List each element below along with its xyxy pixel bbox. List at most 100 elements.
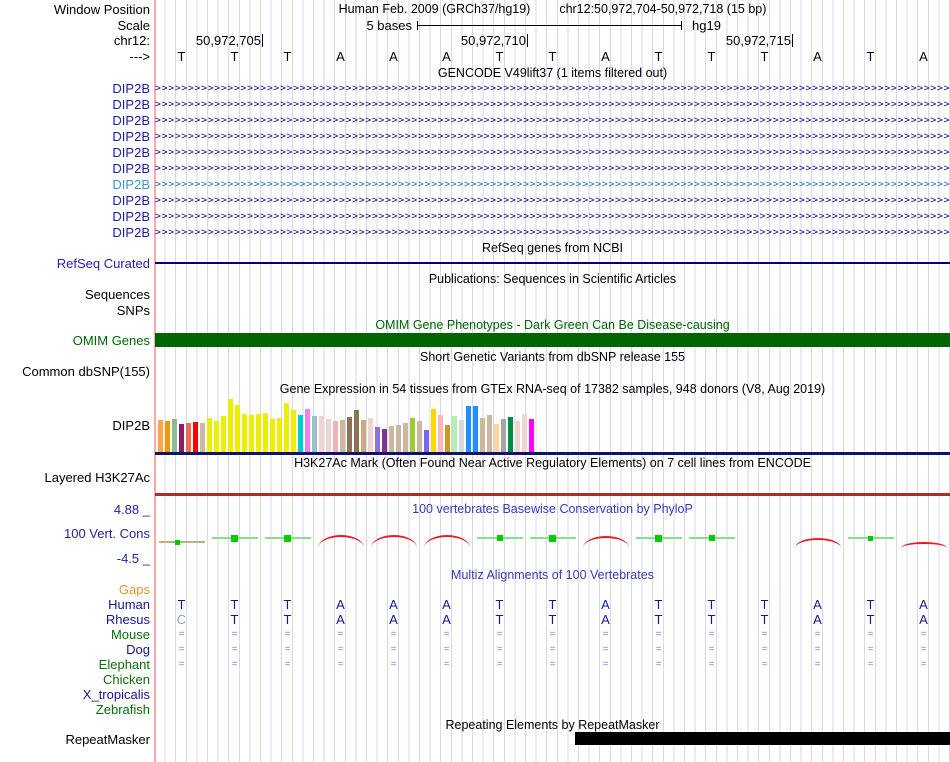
ruler-base-letter[interactable]: T [495, 49, 504, 64]
ruler-base-letter[interactable]: T [760, 49, 769, 64]
refseq-curated-label[interactable]: RefSeq Curated [56, 256, 150, 271]
multiz-track-title[interactable]: Multiz Alignments of 100 Vertebrates [451, 568, 654, 582]
conservation-wiggle[interactable] [155, 527, 950, 551]
gtex-tissue-bar[interactable] [200, 423, 205, 452]
species-label[interactable]: X_tropicalis [82, 687, 150, 702]
alignment-row-gaps[interactable]: Gaps [0, 582, 950, 597]
gtex-track-title[interactable]: Gene Expression in 54 tissues from GTEx … [279, 382, 826, 396]
alignment-row-chicken[interactable]: Chicken [0, 672, 950, 687]
alignment-row-x_tropicalis[interactable]: X_tropicalis [0, 687, 950, 702]
publications-snps-label[interactable]: SNPs [116, 303, 150, 318]
gene-row[interactable]: DIP2B >>>>>>>>>>>>>>>>>>>>>>>>>>>>>>>>>>>… [0, 97, 950, 113]
coordinate-tick-label[interactable]: 50,972,715 [725, 33, 793, 48]
conservation-track-label[interactable]: 100 Vert. Cons [64, 526, 150, 541]
alignment-row-human[interactable]: Human T T T A A A T T A T T T A T A [0, 597, 950, 612]
ruler-base-letter[interactable]: A [601, 49, 610, 64]
gene-row[interactable]: DIP2B >>>>>>>>>>>>>>>>>>>>>>>>>>>>>>>>>>>… [0, 193, 950, 209]
repeatmasker-track-title[interactable]: Repeating Elements by RepeatMasker [445, 718, 660, 732]
refseq-track-title[interactable]: RefSeq genes from NCBI [481, 241, 624, 255]
gtex-tissue-bar[interactable] [277, 418, 282, 452]
gene-label[interactable]: DIP2B [112, 81, 150, 96]
ruler-base-letter[interactable]: T [548, 49, 557, 64]
gtex-tissue-bar[interactable] [165, 421, 170, 452]
alignment-row-elephant[interactable]: Elephant = = = = = = = = = = = = = = = [0, 657, 950, 672]
gtex-tissue-bar[interactable] [361, 420, 366, 452]
gtex-tissue-bar[interactable] [487, 415, 492, 452]
gtex-tissue-bar[interactable] [522, 414, 527, 452]
repeatmasker-element-bar[interactable] [575, 732, 950, 745]
gtex-tissue-bar[interactable] [382, 429, 387, 452]
gtex-tissue-bar[interactable] [207, 418, 212, 452]
gtex-tissue-bar[interactable] [291, 410, 296, 452]
species-label[interactable]: Gaps [118, 582, 150, 597]
gtex-tissue-bar[interactable] [270, 419, 275, 452]
gene-label[interactable]: DIP2B [112, 225, 150, 240]
gtex-tissue-bar[interactable] [375, 427, 380, 452]
gtex-tissue-bar[interactable] [466, 406, 471, 452]
ruler-base-letter[interactable]: T [866, 49, 875, 64]
ruler-base-letter[interactable]: T [707, 49, 716, 64]
gtex-tissue-bar[interactable] [312, 416, 317, 452]
gtex-tissue-bar[interactable] [242, 414, 247, 452]
gtex-tissue-bar[interactable] [179, 424, 184, 452]
species-label[interactable]: Chicken [103, 672, 150, 687]
gtex-tissue-bar[interactable] [459, 420, 464, 452]
gtex-tissue-bar[interactable] [396, 425, 401, 452]
coordinate-tick-label[interactable]: 50,972,710 [460, 33, 528, 48]
ruler-base-letter[interactable]: A [442, 49, 451, 64]
ruler-base-letter[interactable]: T [654, 49, 663, 64]
layered-h3k27ac-label[interactable]: Layered H3K27Ac [44, 470, 150, 485]
gtex-tissue-bar[interactable] [319, 416, 324, 452]
gtex-tissue-bar[interactable] [403, 423, 408, 452]
alignment-row-mouse[interactable]: Mouse = = = = = = = = = = = = = = = [0, 627, 950, 642]
coordinate-tick-label[interactable]: 50,972,705 [195, 33, 263, 48]
gene-label[interactable]: DIP2B [112, 177, 150, 192]
ruler-base-letter[interactable]: T [230, 49, 239, 64]
species-label[interactable]: Zebrafish [95, 702, 150, 717]
gtex-tissue-bar[interactable] [473, 406, 478, 452]
gtex-expression-barchart[interactable] [155, 396, 950, 452]
gtex-tissue-bar[interactable] [214, 421, 219, 452]
species-label[interactable]: Dog [126, 642, 150, 657]
gtex-tissue-bar[interactable] [235, 405, 240, 452]
gene-row[interactable]: DIP2B >>>>>>>>>>>>>>>>>>>>>>>>>>>>>>>>>>>… [0, 81, 950, 97]
gene-label[interactable]: DIP2B [112, 161, 150, 176]
gtex-tissue-bar[interactable] [249, 415, 254, 452]
gtex-tissue-bar[interactable] [284, 403, 289, 452]
gtex-tissue-bar[interactable] [305, 409, 310, 452]
gtex-tissue-bar[interactable] [228, 399, 233, 452]
conservation-track-title[interactable]: 100 vertebrates Basewise Conservation by… [412, 502, 693, 516]
ruler-base-letter[interactable]: A [336, 49, 345, 64]
gtex-tissue-bar[interactable] [354, 410, 359, 452]
gencode-track-title[interactable]: GENCODE V49lift37 (1 items filtered out) [437, 66, 668, 80]
publications-track-title[interactable]: Publications: Sequences in Scientific Ar… [428, 272, 677, 286]
gene-row[interactable]: DIP2B >>>>>>>>>>>>>>>>>>>>>>>>>>>>>>>>>>>… [0, 225, 950, 241]
gtex-tissue-bar[interactable] [410, 418, 415, 452]
gtex-tissue-bar[interactable] [438, 415, 443, 452]
gene-row[interactable]: DIP2B >>>>>>>>>>>>>>>>>>>>>>>>>>>>>>>>>>>… [0, 177, 950, 193]
species-label[interactable]: Mouse [110, 627, 150, 642]
gtex-tissue-bar[interactable] [389, 426, 394, 452]
gtex-tissue-bar[interactable] [494, 424, 499, 452]
alignment-row-dog[interactable]: Dog = = = = = = = = = = = = = = = [0, 642, 950, 657]
gtex-tissue-bar[interactable] [480, 418, 485, 452]
gene-row[interactable]: DIP2B >>>>>>>>>>>>>>>>>>>>>>>>>>>>>>>>>>>… [0, 113, 950, 129]
species-label[interactable]: Rhesus [105, 612, 150, 627]
gtex-tissue-bar[interactable] [368, 418, 373, 452]
publications-sequences-label[interactable]: Sequences [84, 287, 150, 302]
common-dbsnp-label[interactable]: Common dbSNP(155) [22, 364, 150, 379]
omim-track-title[interactable]: OMIM Gene Phenotypes - Dark Green Can Be… [375, 318, 730, 332]
gtex-tissue-bar[interactable] [221, 416, 226, 452]
gene-row[interactable]: DIP2B >>>>>>>>>>>>>>>>>>>>>>>>>>>>>>>>>>>… [0, 209, 950, 225]
gtex-tissue-bar[interactable] [347, 417, 352, 452]
gtex-gene-label[interactable]: DIP2B [112, 418, 150, 433]
omim-gene-bar[interactable] [155, 333, 950, 347]
gene-row[interactable]: DIP2B >>>>>>>>>>>>>>>>>>>>>>>>>>>>>>>>>>>… [0, 161, 950, 177]
ruler-base-letter[interactable]: T [177, 49, 186, 64]
h3k27ac-signal-baseline[interactable] [155, 493, 950, 496]
ruler-base-letter[interactable]: A [813, 49, 822, 64]
gtex-tissue-bar[interactable] [256, 414, 261, 452]
species-label[interactable]: Human [108, 597, 150, 612]
omim-genes-label[interactable]: OMIM Genes [72, 333, 150, 348]
gene-row[interactable]: DIP2B >>>>>>>>>>>>>>>>>>>>>>>>>>>>>>>>>>>… [0, 129, 950, 145]
